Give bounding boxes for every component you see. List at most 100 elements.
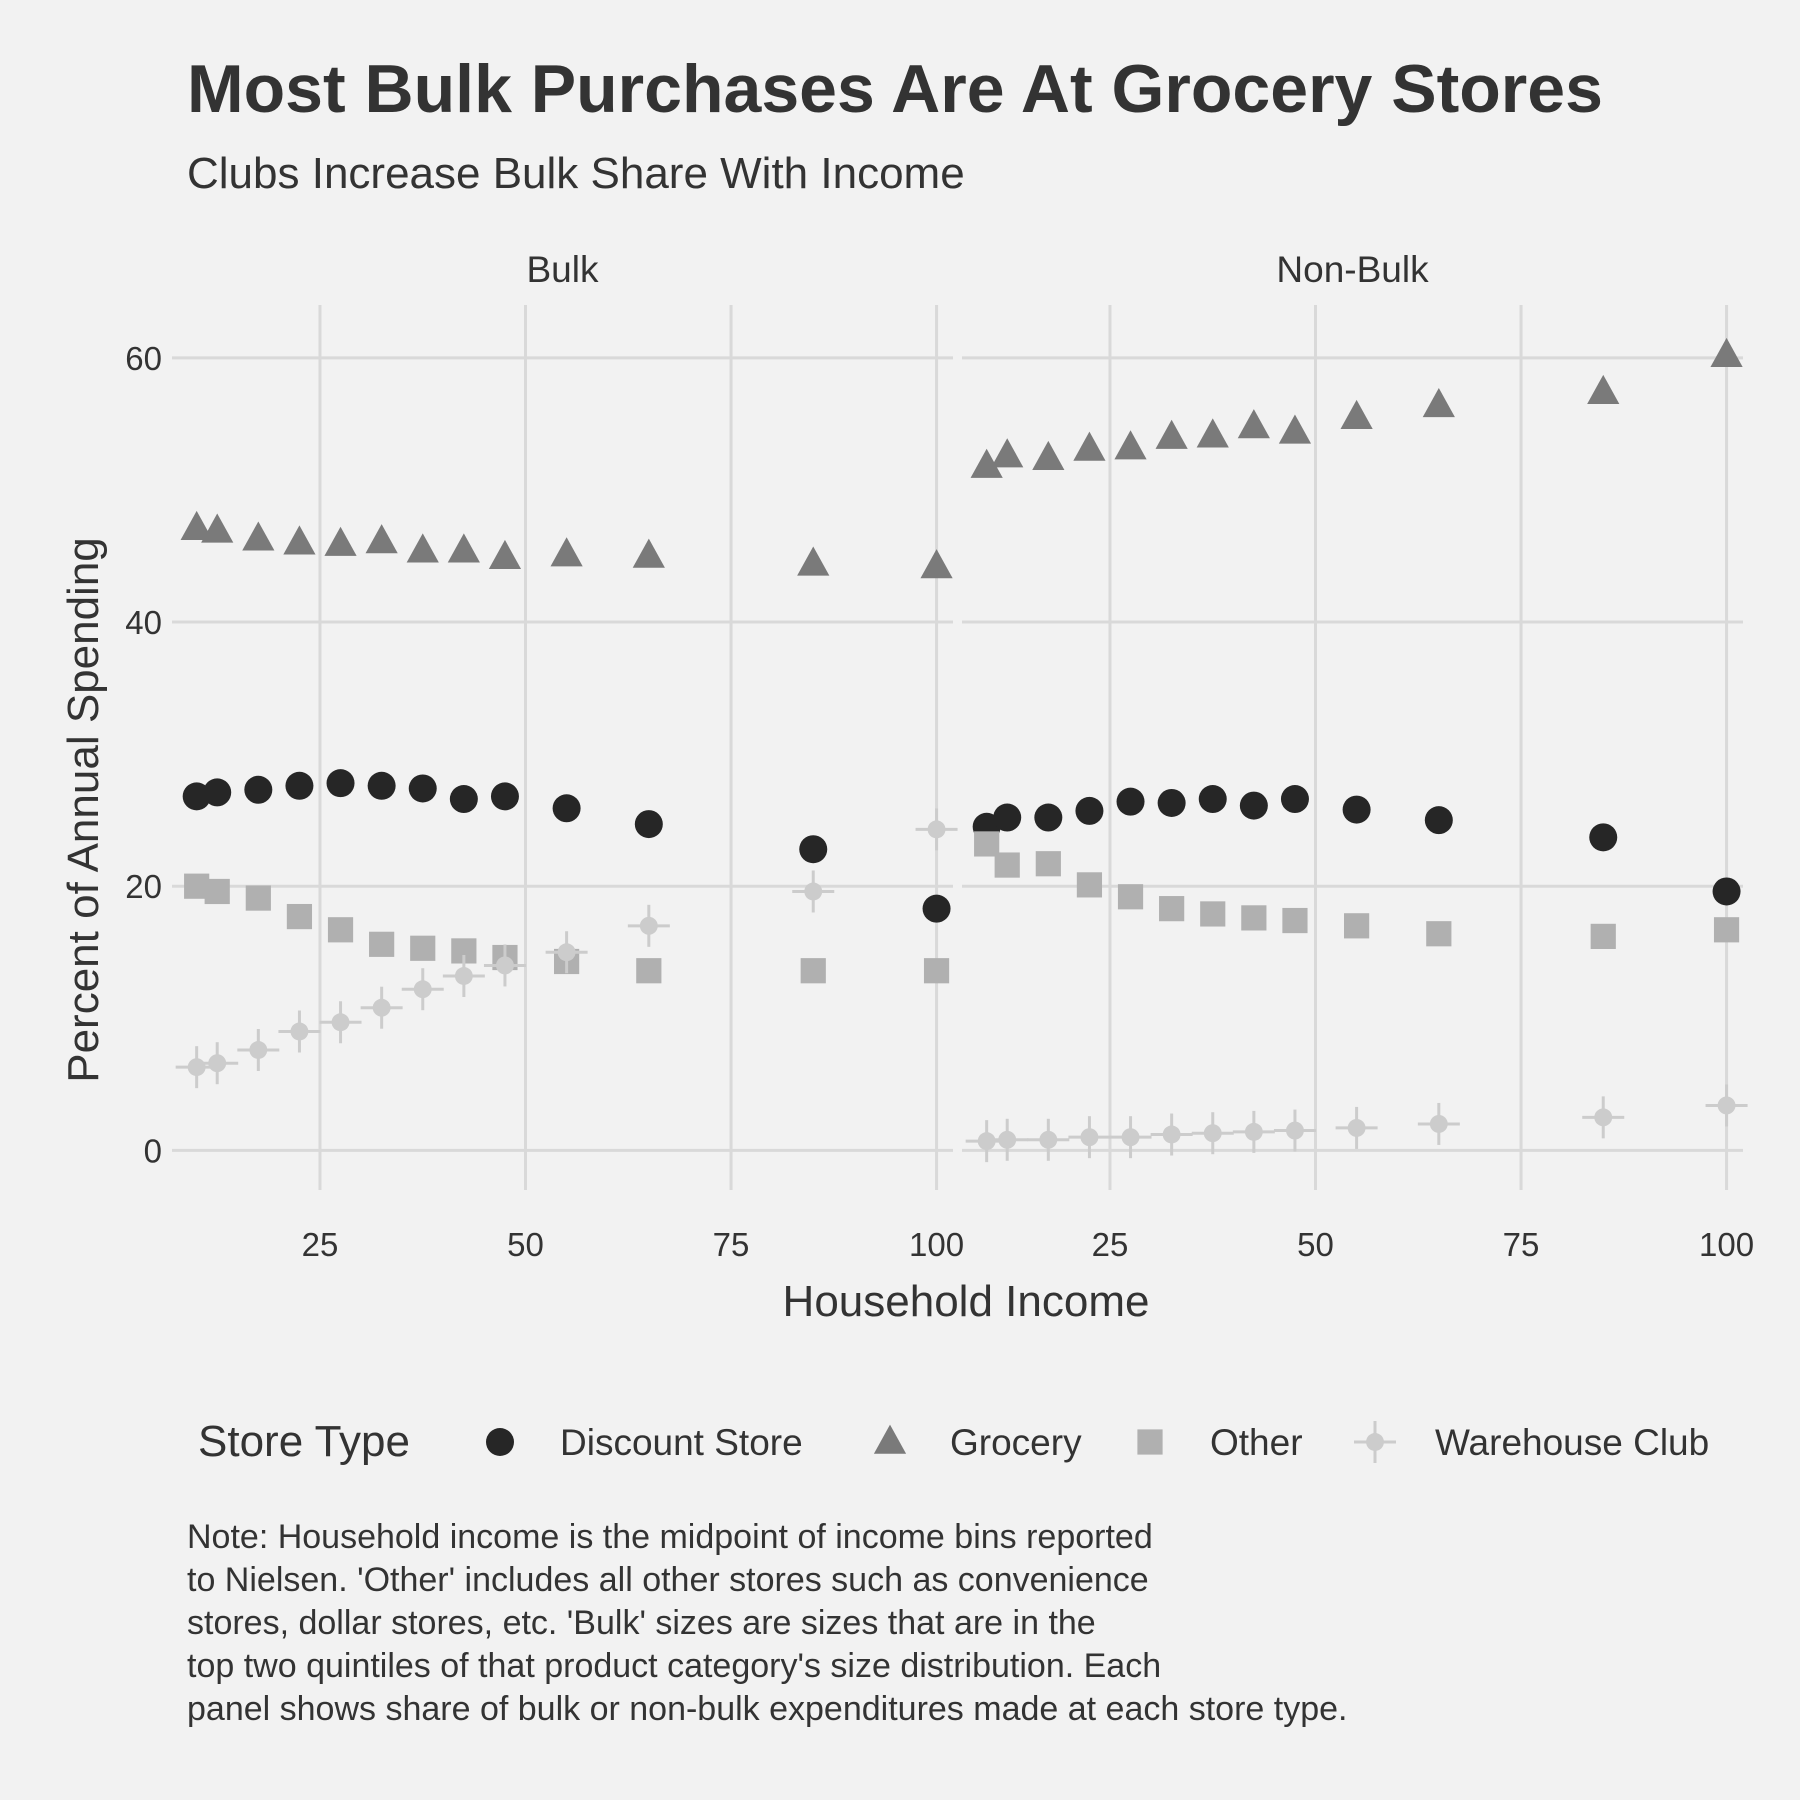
data-point bbox=[208, 1054, 227, 1073]
data-point bbox=[1080, 1128, 1099, 1147]
data-point bbox=[927, 820, 946, 839]
data-point bbox=[1278, 414, 1312, 444]
panel-bulk: Bulk 25 50 75 100 0 20 40 60 bbox=[125, 249, 964, 1263]
data-point bbox=[800, 958, 826, 984]
data-point bbox=[1424, 806, 1453, 835]
facet-label: Bulk bbox=[527, 249, 599, 290]
series-other bbox=[974, 831, 1740, 949]
data-point bbox=[634, 810, 663, 839]
data-point bbox=[245, 885, 271, 911]
data-point bbox=[290, 1022, 309, 1041]
data-point bbox=[204, 878, 230, 905]
data-point bbox=[974, 831, 1000, 857]
data-point bbox=[632, 538, 665, 568]
data-point bbox=[998, 1130, 1017, 1149]
data-point bbox=[552, 794, 581, 823]
data-point bbox=[331, 1013, 350, 1032]
data-point bbox=[1285, 1121, 1304, 1140]
data-point bbox=[639, 916, 658, 935]
data-point bbox=[1237, 409, 1270, 439]
data-point bbox=[1157, 788, 1186, 817]
data-point bbox=[372, 998, 391, 1017]
series-warehouse-club bbox=[965, 1084, 1748, 1163]
caption-line: to Nielsen. 'Other' includes all other s… bbox=[187, 1561, 1149, 1599]
legend-label: Grocery bbox=[950, 1422, 1082, 1463]
x-tick-label: 50 bbox=[507, 1226, 544, 1263]
legend-key bbox=[1366, 1433, 1384, 1451]
data-point bbox=[1717, 1096, 1736, 1115]
data-point bbox=[1594, 1108, 1613, 1127]
data-point bbox=[286, 903, 313, 930]
data-point bbox=[557, 943, 576, 962]
data-point bbox=[406, 533, 439, 563]
caption-line: Note: Household income is the midpoint o… bbox=[187, 1518, 1153, 1556]
data-point bbox=[1340, 399, 1373, 430]
data-point bbox=[324, 526, 357, 556]
data-point bbox=[1076, 872, 1103, 898]
data-point bbox=[1032, 440, 1065, 470]
series-grocery bbox=[970, 337, 1743, 478]
data-point bbox=[1075, 796, 1104, 825]
x-axis-title: Household Income bbox=[783, 1277, 1150, 1326]
data-point bbox=[1422, 388, 1455, 418]
data-point bbox=[994, 852, 1020, 878]
data-point bbox=[1155, 419, 1188, 449]
legend-item-grocery: Grocery bbox=[873, 1422, 1082, 1463]
legend-label: Discount Store bbox=[560, 1422, 803, 1463]
data-point bbox=[1712, 877, 1741, 906]
x-tick-label: 75 bbox=[1503, 1226, 1540, 1263]
legend-label: Warehouse Club bbox=[1435, 1422, 1709, 1463]
data-point bbox=[993, 803, 1022, 832]
data-point bbox=[1198, 785, 1227, 814]
data-point bbox=[1034, 803, 1063, 832]
data-point bbox=[1162, 1125, 1181, 1144]
data-point bbox=[1347, 1118, 1366, 1137]
data-point bbox=[1589, 823, 1618, 852]
data-point bbox=[413, 980, 432, 999]
data-point bbox=[1713, 917, 1740, 943]
data-point bbox=[367, 771, 396, 800]
data-point bbox=[1282, 907, 1308, 934]
data-point bbox=[454, 967, 473, 985]
data-point bbox=[1039, 1130, 1058, 1149]
legend-key bbox=[873, 1424, 907, 1454]
data-point bbox=[1116, 787, 1145, 816]
data-point bbox=[1587, 374, 1620, 404]
data-point bbox=[1117, 884, 1144, 910]
data-point bbox=[187, 1058, 206, 1077]
data-point bbox=[490, 782, 519, 811]
x-tick-label: 25 bbox=[302, 1226, 339, 1263]
data-point bbox=[242, 521, 275, 551]
y-tick-label: 20 bbox=[125, 868, 162, 905]
data-point bbox=[1244, 1122, 1263, 1141]
caption-line: panel shows share of bulk or non-bulk ex… bbox=[187, 1690, 1348, 1728]
legend-item-other: Other bbox=[1137, 1422, 1303, 1463]
data-point bbox=[799, 835, 828, 864]
series-grocery bbox=[180, 510, 953, 579]
data-point bbox=[488, 539, 522, 570]
legend-key bbox=[1137, 1429, 1163, 1455]
y-tick-label: 0 bbox=[144, 1132, 162, 1169]
data-point bbox=[1203, 1124, 1222, 1143]
data-point bbox=[447, 533, 480, 563]
data-point bbox=[1159, 896, 1185, 922]
data-point bbox=[1342, 795, 1371, 824]
legend: Store Type Discount Store Grocery Other War… bbox=[198, 1417, 1709, 1466]
x-tick-label: 50 bbox=[1297, 1226, 1334, 1263]
data-point bbox=[920, 549, 953, 579]
data-point bbox=[326, 769, 355, 798]
facet-label: Non-Bulk bbox=[1276, 249, 1429, 290]
data-point bbox=[1429, 1114, 1448, 1133]
data-point bbox=[203, 778, 232, 807]
data-point bbox=[1114, 430, 1147, 460]
caption-line: stores, dollar stores, etc. 'Bulk' sizes… bbox=[187, 1604, 1096, 1642]
series-warehouse-club bbox=[175, 808, 958, 1089]
data-point bbox=[244, 775, 273, 804]
data-point bbox=[1121, 1128, 1140, 1147]
chart-subtitle: Clubs Increase Bulk Share With Income bbox=[187, 149, 965, 198]
data-point bbox=[408, 774, 437, 803]
legend-item-warehouse-club: Warehouse Club bbox=[1354, 1421, 1709, 1463]
legend-item-discount-store: Discount Store bbox=[486, 1422, 803, 1463]
data-point bbox=[923, 958, 950, 984]
